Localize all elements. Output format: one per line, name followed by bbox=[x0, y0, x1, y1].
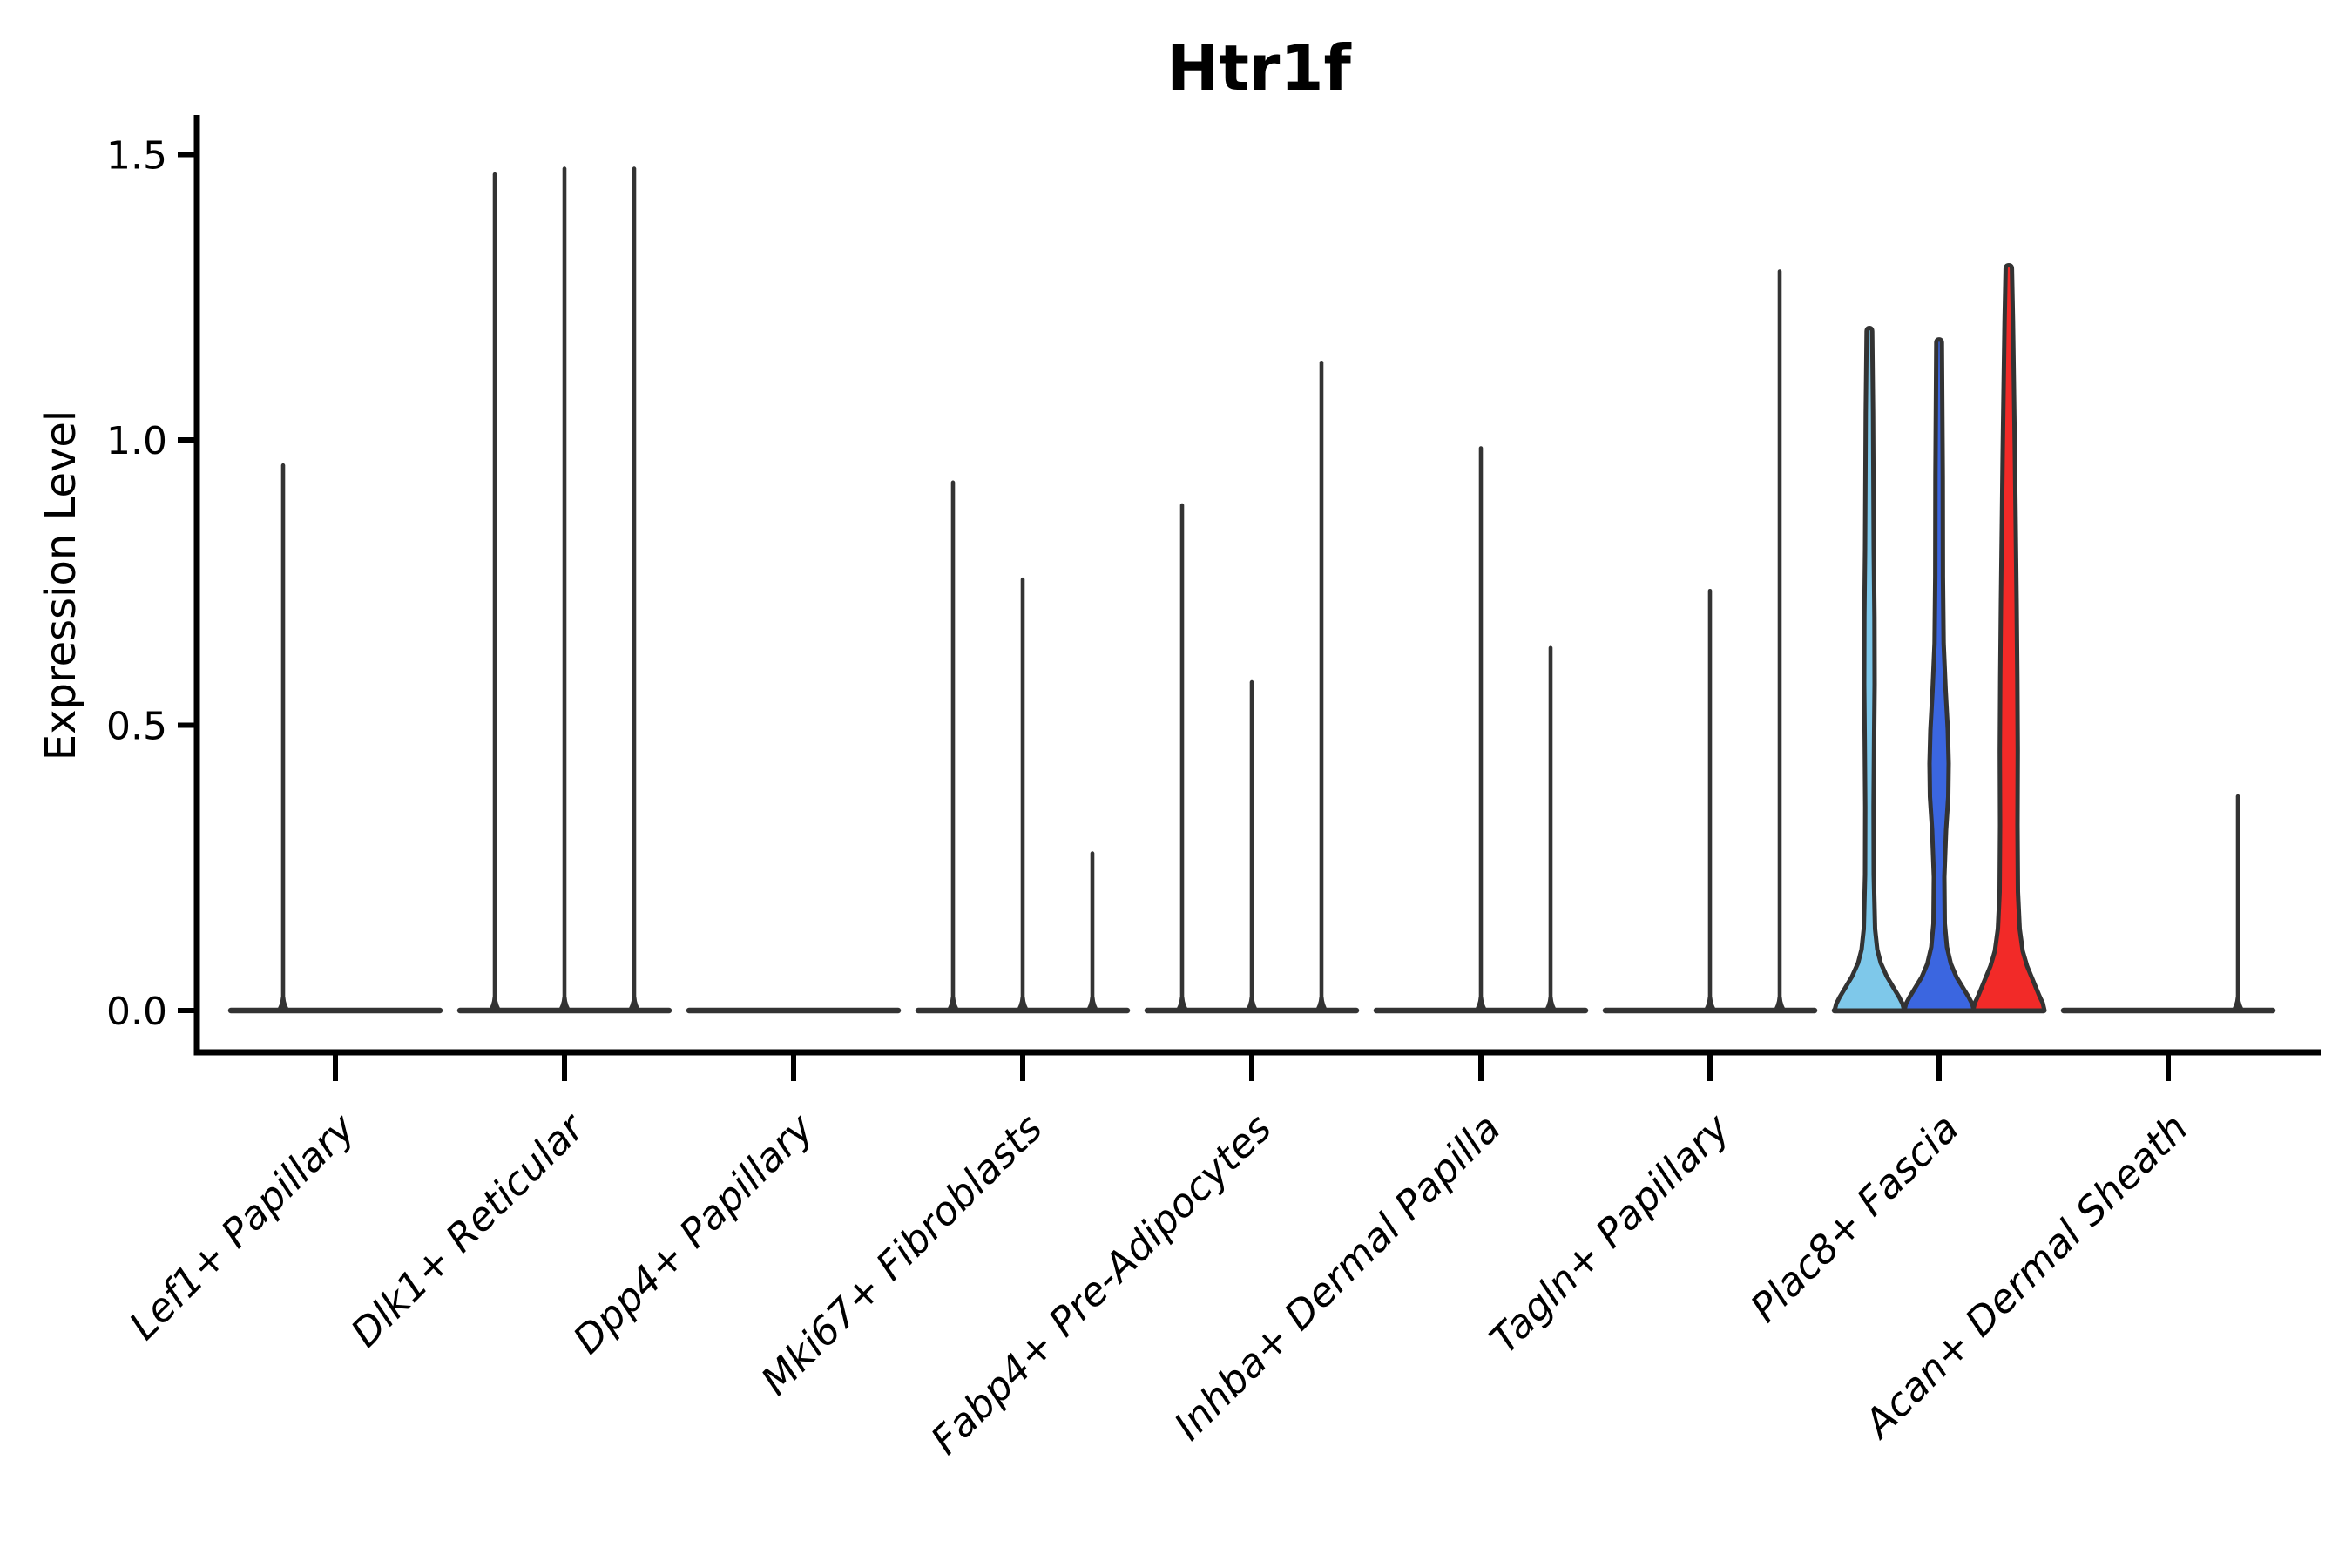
violin-shape bbox=[1902, 337, 1977, 1013]
y-tick-label: 0.0 bbox=[106, 990, 167, 1034]
violin-shape bbox=[1970, 263, 2047, 1013]
chart-title: Htr1f bbox=[1166, 31, 1351, 105]
x-category-label: Dpp4+ Papillary bbox=[564, 1104, 823, 1362]
violin-shape bbox=[1832, 326, 1907, 1013]
x-category-label: Tagln+ Papillary bbox=[1481, 1104, 1740, 1362]
y-tick-label: 0.5 bbox=[106, 705, 167, 749]
x-category-label: Dlk1+ Reticular bbox=[341, 1104, 594, 1356]
y-tick-label: 1.5 bbox=[106, 134, 167, 179]
x-category-label: Lef1+ Papillary bbox=[120, 1104, 365, 1348]
x-category-label: Plac8+ Fascia bbox=[1741, 1105, 1968, 1331]
y-tick-label: 1.0 bbox=[106, 419, 167, 463]
